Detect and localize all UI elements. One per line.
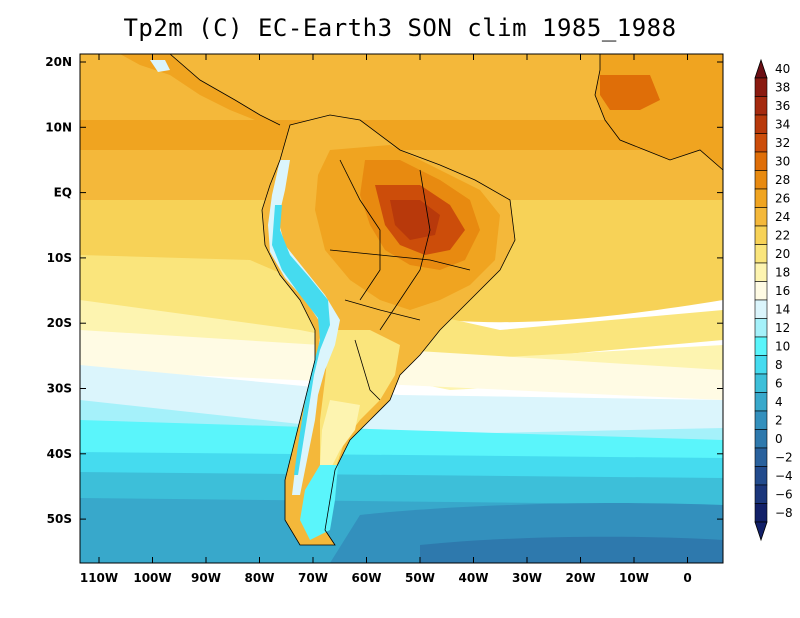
lat-label: 10N xyxy=(45,120,72,134)
colorbar-segment xyxy=(754,262,768,282)
colorbar-segment xyxy=(754,336,768,356)
mexico-highland xyxy=(150,60,170,72)
colorbar-segment xyxy=(754,170,768,190)
colorbar-label: 22 xyxy=(775,229,790,243)
colorbar-label: 0 xyxy=(775,432,783,446)
colorbar-segment xyxy=(754,355,768,375)
colorbar-segment xyxy=(754,281,768,301)
colorbar-label: 4 xyxy=(775,395,783,409)
andes-cold xyxy=(272,205,330,475)
colorbar-segment xyxy=(754,207,768,227)
colorbar-segment xyxy=(754,96,768,116)
colorbar-label: 38 xyxy=(775,81,790,95)
colorbar-label: 12 xyxy=(775,321,790,335)
colorbar-label: 28 xyxy=(775,173,790,187)
patagonia-north xyxy=(320,400,360,470)
colorbar-segment xyxy=(754,466,768,486)
colorbar-segment xyxy=(754,373,768,393)
lon-label: 100W xyxy=(133,571,171,585)
chart-title: Tp2m (C) EC-Earth3 SON clim 1985_1988 xyxy=(123,14,677,42)
colorbar-segment xyxy=(754,188,768,208)
patagonia-south xyxy=(300,465,338,540)
lon-label: 0 xyxy=(683,571,691,585)
lon-label: 110W xyxy=(80,571,118,585)
colorbar-label: 2 xyxy=(775,414,783,428)
coastlines xyxy=(120,54,723,546)
colorbar-segment xyxy=(754,77,768,97)
colorbar-label: 8 xyxy=(775,358,783,372)
lon-label: 90W xyxy=(191,571,221,585)
colorbar-label: 6 xyxy=(775,377,783,391)
colorbar-label: 14 xyxy=(775,303,790,317)
lon-label: 80W xyxy=(245,571,275,585)
africa-hot-region xyxy=(600,75,660,110)
latitude-axis: 20N 10N EQ 10S 20S 30S 40S 50S xyxy=(45,55,723,526)
ocean-band-8 xyxy=(80,452,723,480)
central-america-land xyxy=(120,54,280,135)
colorbar-label: −8 xyxy=(775,506,793,520)
lat-label: 20S xyxy=(47,316,72,330)
colorbar-segment xyxy=(754,503,768,523)
colorbar-segment xyxy=(754,244,768,264)
lat-label: 30S xyxy=(47,382,72,396)
colorbar-label: 24 xyxy=(775,210,790,224)
colorbar-segment xyxy=(754,318,768,338)
lat-label: 20N xyxy=(45,55,72,69)
ocean-band-20 xyxy=(80,255,723,360)
colorbar-bottom-arrow xyxy=(754,521,768,542)
lon-label: 10W xyxy=(619,571,649,585)
colorbar-label: 30 xyxy=(775,155,790,169)
colorbar-label: 16 xyxy=(775,284,790,298)
temperature-field xyxy=(80,54,723,563)
colorbar-label: 26 xyxy=(775,192,790,206)
colorbar-label: −4 xyxy=(775,469,793,483)
ocean-band-10 xyxy=(80,420,723,460)
colorbar-segment xyxy=(754,447,768,467)
colorbar-segment xyxy=(754,392,768,412)
colorbar-label: 18 xyxy=(775,266,790,280)
colorbar-label: 34 xyxy=(775,118,790,132)
colorbar-label: −2 xyxy=(775,451,793,465)
lon-label: 70W xyxy=(298,571,328,585)
colorbar-segment xyxy=(754,484,768,504)
lon-label: 40W xyxy=(459,571,489,585)
colorbar-label: 40 xyxy=(775,62,790,76)
colorbar-segment xyxy=(754,133,768,153)
colorbar-segment xyxy=(754,225,768,245)
plot-frame xyxy=(79,53,724,564)
lon-label: 60W xyxy=(352,571,382,585)
amazon-hottest xyxy=(390,200,440,240)
colorbar-segment xyxy=(754,114,768,134)
lon-label: 30W xyxy=(512,571,542,585)
colorbar-label: 20 xyxy=(775,247,790,261)
colorbar-segment xyxy=(754,151,768,171)
colorbar-label: 10 xyxy=(775,340,790,354)
colorbar-label: 32 xyxy=(775,136,790,150)
colorbar-label: −6 xyxy=(775,488,793,502)
lat-label: EQ xyxy=(54,186,72,200)
colorbar: 4038363432302826242220181614121086420−2−… xyxy=(754,58,793,542)
lon-label: 20W xyxy=(566,571,596,585)
colorbar-segment xyxy=(754,410,768,430)
lat-label: 40S xyxy=(47,447,72,461)
colorbar-segment xyxy=(754,299,768,319)
lat-label: 10S xyxy=(47,251,72,265)
lat-label: 50S xyxy=(47,512,72,526)
colorbar-label: 36 xyxy=(775,99,790,113)
colorbar-segment xyxy=(754,429,768,449)
ocean-band-0 xyxy=(420,536,723,563)
longitude-axis: 110W 100W 90W 80W 70W 60W 50W 40W 30W 20W 10W 0 xyxy=(80,54,692,585)
lon-label: 50W xyxy=(405,571,435,585)
colorbar-top-arrow xyxy=(754,58,768,79)
